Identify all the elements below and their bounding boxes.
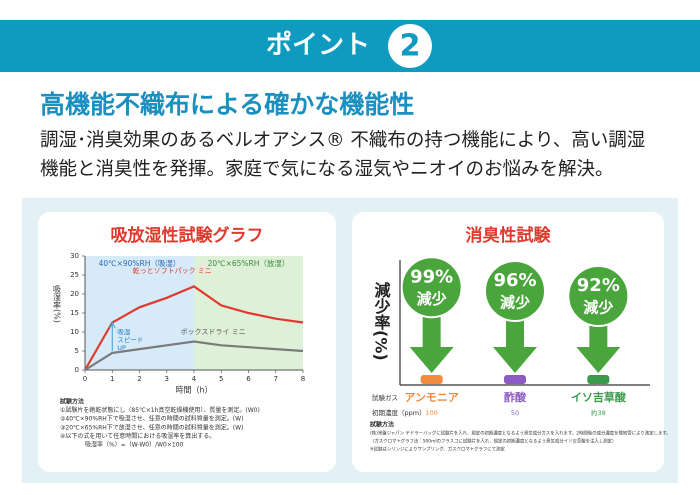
value-label: 96% — [493, 270, 536, 291]
region-label: 40℃×90%RH（吸湿） — [99, 259, 181, 268]
x-tick-label: 2 — [137, 375, 141, 383]
x-tick-label: 1 — [110, 375, 114, 383]
x-tick-label: 0 — [83, 375, 87, 383]
note: 試験方法 — [60, 398, 84, 406]
legend-label: ボックスドライ ミニ — [181, 328, 246, 336]
value-circle — [567, 265, 630, 327]
note: ③20℃×65%RH下で放湿させ、任意の時間の試料質量を測定。(W) — [60, 423, 243, 431]
gas-can — [420, 375, 443, 384]
category-label: アンモニア — [404, 391, 459, 404]
note: 吸湿率（%）=（W-W0）/W0×100 — [85, 441, 184, 449]
initial-value: 50 — [511, 409, 519, 417]
header-band — [0, 20, 700, 72]
header-circle — [388, 24, 432, 68]
note: （ガスクロマトグラフ法：500mlのフラスコに試験片を入れ、規定の初期濃度となる… — [370, 438, 616, 445]
value-label: 99% — [410, 266, 453, 287]
header-number: 2 — [400, 29, 421, 64]
initial-value: 100 — [425, 409, 437, 417]
series-line — [84, 285, 304, 371]
series-line — [84, 340, 304, 371]
y-axis-label: 減少率(%) — [372, 281, 391, 361]
category-label: 酢酸 — [504, 390, 527, 404]
x-tick-label: 4 — [192, 375, 197, 383]
x-tick-label: 6 — [246, 375, 251, 383]
category-label: イソ吉草酸 — [571, 390, 627, 404]
annotation: UP — [117, 344, 126, 352]
x-tick-label: 8 — [301, 375, 305, 383]
note: 試験方法 — [370, 421, 394, 429]
y-tick-label: 15 — [70, 309, 79, 317]
y-tick-label: 30 — [70, 252, 79, 260]
y-tick-label: 0 — [75, 366, 79, 374]
note: ④以下の式を用いて任意時間における吸湿率を算出する。 — [60, 432, 215, 440]
y-tick-label: 25 — [70, 271, 79, 279]
note: ①試験片を絶乾状態にし（85℃×1h真空乾燥機使用）、質量を測定。(W0) — [60, 406, 260, 414]
annotation-arrowhead — [108, 321, 116, 329]
body-line: 機能と消臭性を発揮。家庭で気になる湿気やニオイのお悩みを解決。 — [40, 159, 614, 180]
x-tick-label: 7 — [274, 375, 278, 383]
region — [85, 256, 194, 370]
x-tick-label: 5 — [219, 375, 223, 383]
gas-can — [504, 375, 526, 384]
value-suffix: 減少 — [417, 290, 447, 308]
value-circle — [400, 256, 463, 319]
region-label: 20℃×65%RH（放湿） — [208, 258, 290, 268]
note: (株)常盤ジャパン テドラーバッグに試験片を入れ、規定の初期濃度となるよう臭気成… — [370, 430, 671, 437]
initial-value: 約38 — [591, 408, 606, 417]
chart-title: 吸放湿性試験グラフ — [111, 225, 264, 246]
note: ②40℃×90%RH下で吸湿させ、任意の時間の試料質量を測定。(W) — [60, 415, 243, 423]
y-tick-label: 20 — [70, 290, 79, 298]
legend-label: 乾っとソフトパック ミニ — [133, 266, 212, 275]
y-axis-label: 吸湿率(%) — [53, 285, 62, 323]
header-label: ポイント — [266, 30, 370, 61]
gas-label: 試験ガス — [372, 393, 398, 402]
chart-title: 消臭性試験 — [466, 225, 552, 246]
x-axis-label: 時間（h） — [175, 386, 212, 395]
value-circle — [484, 260, 546, 322]
annotation: 吸湿 — [117, 327, 131, 336]
body-line: 調湿･消臭効果のあるベルオアシス® 不織布の持つ機能により、高い調湿 — [40, 130, 645, 151]
value-label: 92% — [577, 275, 620, 296]
headline: 高機能不織布による確かな機能性 — [40, 90, 414, 119]
y-tick-label: 10 — [70, 328, 79, 336]
x-tick-label: 3 — [165, 375, 169, 383]
annotation: スピード — [117, 336, 143, 344]
gas-can — [587, 375, 610, 384]
value-suffix: 減少 — [500, 294, 530, 312]
note: ※試験はシリンジによりサンプリング、ガスクロマトグラフにて測定 — [370, 446, 505, 453]
y-tick-label: 5 — [75, 347, 79, 355]
value-suffix: 減少 — [583, 299, 613, 317]
initial-label: 初期濃度（ppm） — [372, 408, 426, 417]
